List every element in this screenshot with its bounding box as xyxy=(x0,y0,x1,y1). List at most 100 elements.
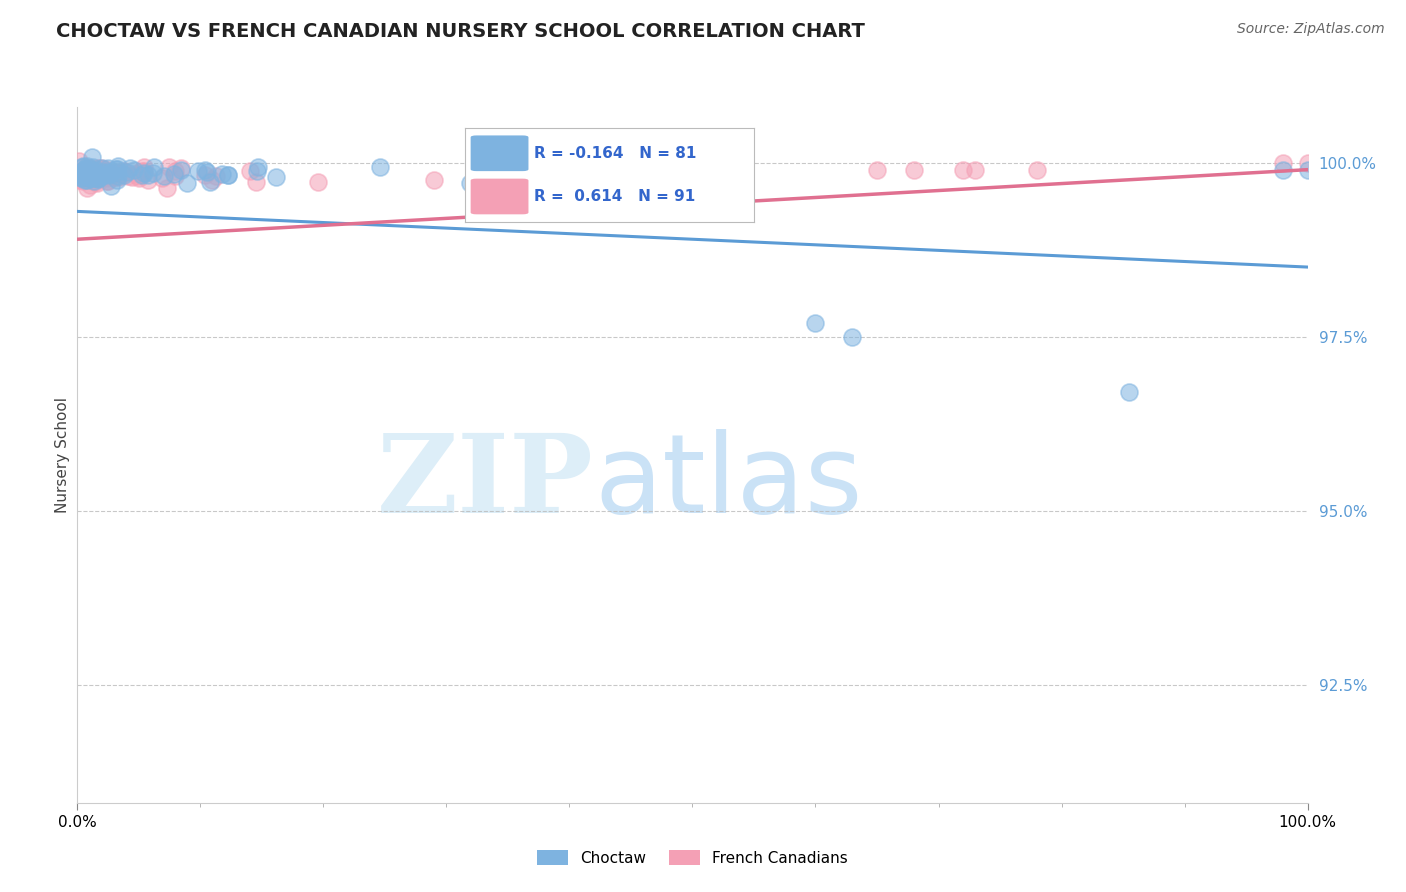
Point xyxy=(75,162,97,177)
Point xyxy=(128,165,150,179)
Point xyxy=(96,164,118,178)
Point xyxy=(1296,155,1319,169)
Point xyxy=(96,165,118,179)
Point xyxy=(75,164,97,178)
Point xyxy=(67,167,90,181)
Point xyxy=(217,168,239,182)
Point xyxy=(77,161,100,175)
Point xyxy=(157,161,180,175)
Point xyxy=(96,169,118,184)
Point xyxy=(79,168,101,182)
Point xyxy=(307,175,329,189)
Point xyxy=(198,175,221,189)
Point xyxy=(73,164,96,178)
Point xyxy=(97,174,120,188)
Point xyxy=(105,165,128,179)
Point xyxy=(80,169,103,183)
Point xyxy=(67,168,90,182)
Point xyxy=(77,161,100,175)
Point xyxy=(1272,155,1295,169)
Point xyxy=(73,163,96,178)
Point xyxy=(264,169,287,184)
Point xyxy=(82,160,104,174)
Point xyxy=(965,162,987,177)
Point xyxy=(67,173,90,187)
Point xyxy=(86,170,108,185)
Point xyxy=(201,173,224,187)
Point xyxy=(120,161,142,175)
Point xyxy=(555,166,578,180)
Point xyxy=(541,170,564,185)
Text: ZIP: ZIP xyxy=(377,429,595,536)
Point xyxy=(82,162,104,177)
Point xyxy=(903,162,925,177)
Point xyxy=(69,166,91,180)
Point xyxy=(368,160,391,174)
Point xyxy=(69,167,91,181)
Point xyxy=(80,171,103,186)
Point xyxy=(75,172,97,186)
Point xyxy=(73,162,96,177)
Point xyxy=(67,167,90,181)
Point xyxy=(82,150,104,164)
Point xyxy=(73,161,96,176)
Point xyxy=(122,163,145,178)
Point xyxy=(75,173,97,187)
Point xyxy=(91,164,114,178)
Point xyxy=(132,163,155,178)
Point xyxy=(105,161,128,176)
Point xyxy=(94,169,117,184)
Point xyxy=(194,162,217,177)
Point xyxy=(76,161,98,176)
Point xyxy=(70,165,93,179)
Point xyxy=(86,164,108,178)
Point xyxy=(560,162,582,177)
Point xyxy=(423,173,446,187)
Point xyxy=(79,178,101,193)
Point xyxy=(613,160,636,174)
Point xyxy=(125,166,148,180)
Point xyxy=(67,166,90,180)
Point xyxy=(187,164,209,178)
Point xyxy=(83,175,105,189)
Point xyxy=(150,171,173,186)
Point xyxy=(104,166,127,180)
Point xyxy=(866,162,889,177)
Point xyxy=(107,169,129,183)
Point xyxy=(104,161,127,176)
Point xyxy=(143,161,166,175)
Point xyxy=(217,168,239,182)
Point xyxy=(83,164,105,178)
Point xyxy=(97,161,120,175)
Point xyxy=(246,164,269,178)
Point xyxy=(804,316,827,330)
Point xyxy=(111,168,134,182)
Point xyxy=(246,160,269,174)
Point xyxy=(134,160,156,174)
Point xyxy=(94,161,117,176)
Point xyxy=(80,169,103,184)
Text: CHOCTAW VS FRENCH CANADIAN NURSERY SCHOOL CORRELATION CHART: CHOCTAW VS FRENCH CANADIAN NURSERY SCHOO… xyxy=(56,22,865,41)
Point xyxy=(91,169,114,183)
Point xyxy=(75,170,97,185)
Point xyxy=(75,173,97,187)
Point xyxy=(87,171,110,186)
Point xyxy=(70,169,93,184)
Point xyxy=(100,179,122,194)
Point xyxy=(138,168,160,182)
Point xyxy=(73,165,96,179)
Point xyxy=(67,166,90,180)
Point xyxy=(112,165,135,179)
Point xyxy=(67,164,90,178)
Point xyxy=(97,168,120,182)
Point xyxy=(112,168,135,182)
Point xyxy=(163,164,186,178)
Point xyxy=(82,163,104,178)
Point xyxy=(87,161,110,175)
Point xyxy=(704,164,727,178)
Text: Source: ZipAtlas.com: Source: ZipAtlas.com xyxy=(1237,22,1385,37)
Point xyxy=(131,166,153,180)
Point xyxy=(107,169,129,184)
Point xyxy=(245,175,267,189)
Point xyxy=(204,169,226,183)
